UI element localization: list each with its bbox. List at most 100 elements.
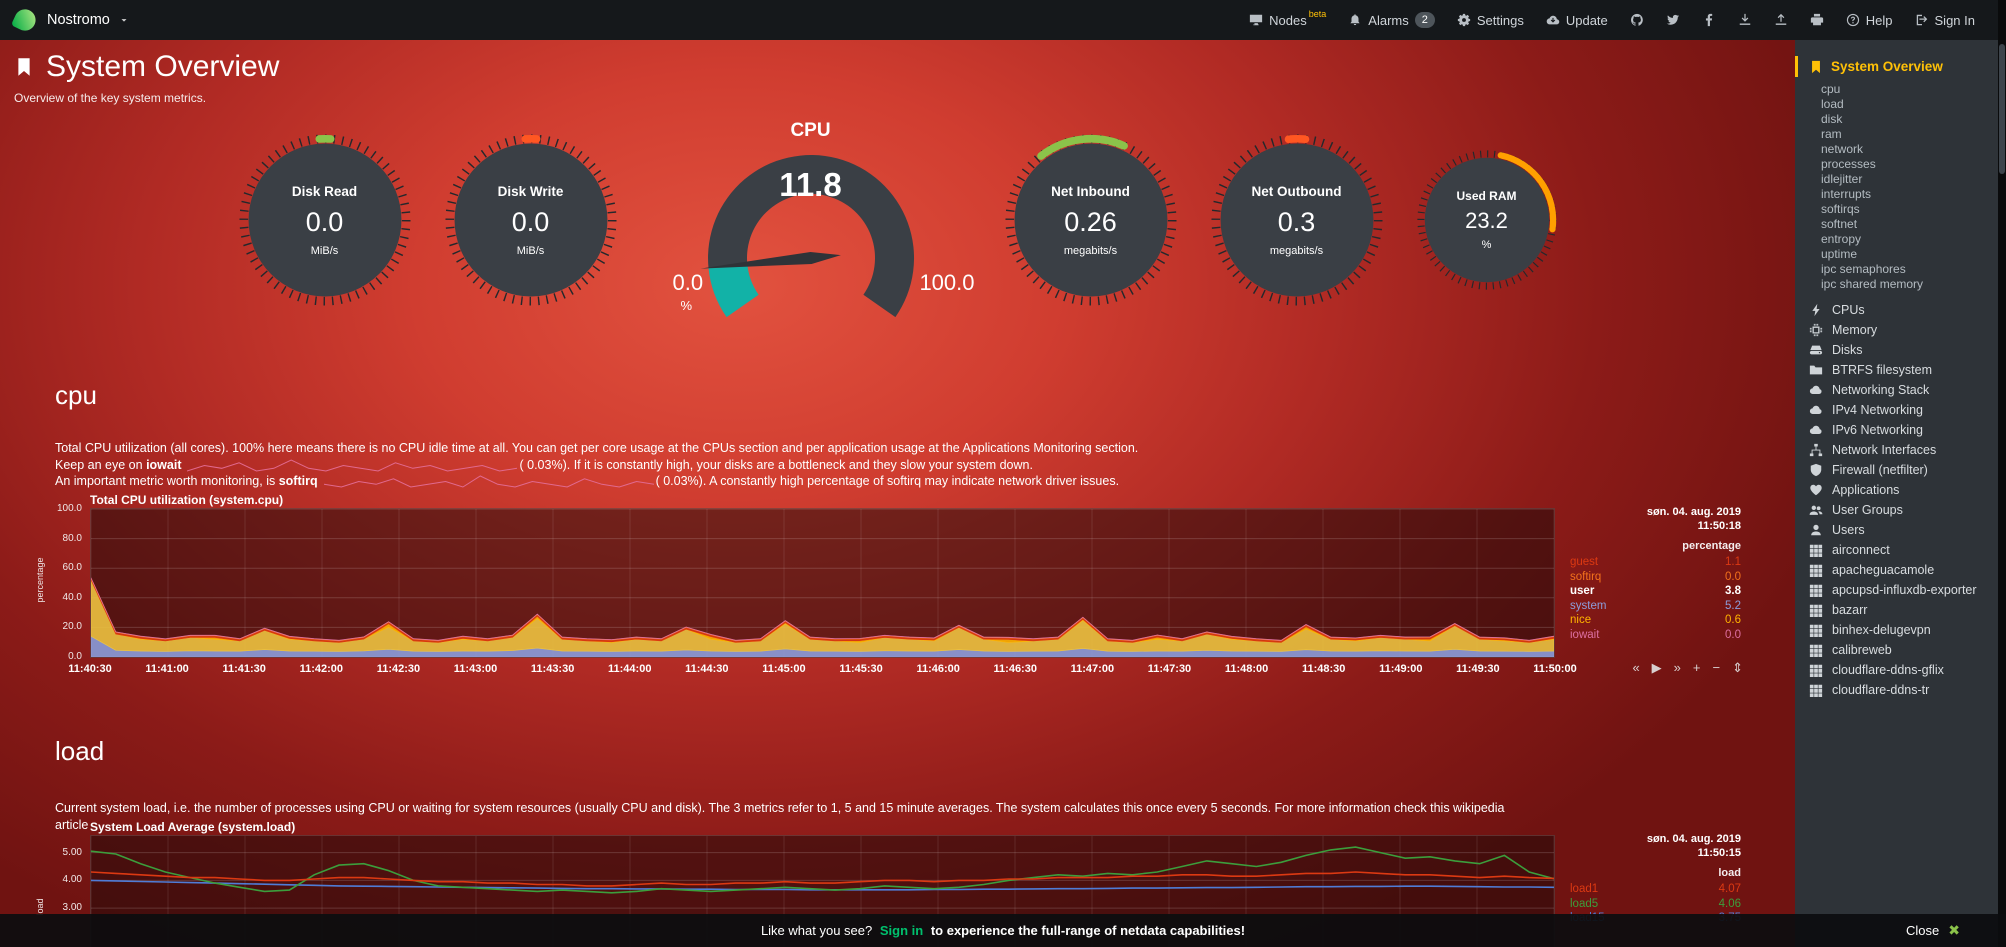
chart-toolbar-pan-backward[interactable]: « [1632, 660, 1640, 675]
legend-date: søn. 04. aug. 2019 [1646, 833, 1741, 845]
cpu-gauge-unit: % [680, 298, 693, 313]
footer-signin-link[interactable]: Sign in [879, 923, 924, 938]
gauge-used-ram[interactable]: Used RAM 23.2 % [1416, 150, 1557, 290]
chart-toolbar-zoom-out[interactable]: − [1712, 660, 1721, 675]
sidebar-subitem-network[interactable]: network [1821, 142, 1864, 156]
sidebar-item-ipv6-networking[interactable]: IPv6 Networking [1795, 420, 1998, 440]
sidebar-item-apcupsd-influxdb-exporter[interactable]: apcupsd-influxdb-exporter [1795, 580, 1998, 600]
gauge-cpu[interactable]: CPU 11.8 0.0 100.0 % [651, 120, 975, 320]
chart-toolbar-zoom-in[interactable]: + [1692, 660, 1701, 675]
x-tick: 11:47:30 [1147, 663, 1192, 675]
y-tick: 3.00 [62, 902, 82, 914]
sidebar-item-ipv4-networking[interactable]: IPv4 Networking [1795, 400, 1998, 420]
print-icon [1810, 13, 1824, 27]
navbar-item-twitter[interactable] [1655, 0, 1691, 40]
gauge-net-inbound[interactable]: Net Inbound 0.26 megabits/s [1004, 134, 1177, 306]
chart-toolbar-resize[interactable]: ⇕ [1732, 660, 1743, 675]
sidebar-item-disks[interactable]: Disks [1795, 340, 1998, 360]
github-icon [1630, 13, 1644, 27]
hdd-icon [1809, 343, 1823, 357]
legend-item-iowait[interactable]: iowait 0.0 [1570, 628, 1741, 641]
sidebar-item-users[interactable]: Users [1795, 520, 1998, 540]
scrollbar-thumb[interactable] [1999, 44, 2005, 174]
sidebar-item-memory[interactable]: Memory [1795, 320, 1998, 340]
navbar-item-load-snapshot[interactable] [1763, 0, 1799, 40]
sidebar-subitem-cpu[interactable]: cpu [1821, 82, 1841, 96]
sidebar-item-btrfs-filesystem[interactable]: BTRFS filesystem [1795, 360, 1998, 380]
sidebar-item-binhex-delugevpn[interactable]: binhex-delugevpn [1795, 620, 1998, 640]
navbar-item-nodes[interactable]: Nodes beta [1238, 0, 1337, 40]
x-tick: 11:45:30 [839, 663, 883, 675]
sidebar-subitem-softirqs[interactable]: softirqs [1821, 202, 1860, 216]
sidebar-item-bazarr[interactable]: bazarr [1795, 600, 1998, 620]
iowait-keyword: iowait [146, 457, 182, 472]
chart-toolbar-pan-forward[interactable]: » [1673, 660, 1681, 675]
sidebar-subitem-processes[interactable]: processes [1821, 157, 1876, 171]
node-selector[interactable]: Nostromo [12, 7, 129, 33]
scrollbar-track[interactable] [1998, 0, 2006, 947]
sidebar-subsections: cpu load disk ram network processes idlejitter… [1795, 77, 1998, 300]
navbar-item-sign-in[interactable]: Sign In [1904, 0, 1986, 40]
sidebar-item-system-overview[interactable]: System Overview [1795, 56, 1998, 77]
navbar-item-settings[interactable]: Settings [1446, 0, 1535, 40]
sidebar-item-calibreweb[interactable]: calibreweb [1795, 640, 1998, 660]
cpu-chart[interactable]: Total CPU utilization (system.cpu) perce… [35, 493, 1745, 693]
sidebar-item-cloudflare-ddns-tr[interactable]: cloudflare-ddns-tr [1795, 680, 1998, 700]
y-tick: 0.0 [68, 651, 82, 662]
load-description: Current system load, i.e. the number of … [55, 801, 1505, 832]
sidebar-subitem-ipc-shared-memory[interactable]: ipc shared memory [1821, 277, 1924, 291]
gauge-disk-read[interactable]: Disk Read 0.0 MiB/s [238, 134, 411, 306]
y-tick: 80.0 [62, 532, 82, 544]
legend-item-load1[interactable]: load1 4.07 [1570, 883, 1741, 895]
chart-toolbar-play[interactable]: ▶ [1651, 660, 1662, 675]
gauge-label: Net Inbound [1051, 183, 1130, 199]
sidebar-item-cloudflare-ddns-gflix[interactable]: cloudflare-ddns-gflix [1795, 660, 1998, 680]
navbar-item-help[interactable]: Help [1835, 0, 1904, 40]
sidebar-subitem-ipc-semaphores[interactable]: ipc semaphores [1821, 262, 1906, 276]
legend-item-user[interactable]: user 3.8 [1570, 585, 1741, 597]
sidebar-item-firewall-netfilter-[interactable]: Firewall (netfilter) [1795, 460, 1998, 480]
bell-icon [1348, 13, 1362, 27]
sidebar-subitem-ram[interactable]: ram [1821, 127, 1842, 141]
sidebar-subitem-entropy[interactable]: entropy [1821, 232, 1862, 246]
chart-plot-area[interactable] [90, 508, 1555, 658]
legend-item-nice[interactable]: nice 0.6 [1570, 614, 1741, 626]
sidebar-subitem-disk[interactable]: disk [1821, 112, 1843, 126]
sidebar-item-apacheguacamole[interactable]: apacheguacamole [1795, 560, 1998, 580]
sidebar-subitem-interrupts[interactable]: interrupts [1821, 187, 1872, 201]
legend-item-softirq[interactable]: softirq 0.0 [1570, 570, 1741, 583]
navbar-item-github[interactable] [1619, 0, 1655, 40]
sidebar-subitem-softnet[interactable]: softnet [1821, 217, 1858, 231]
legend-item-load5[interactable]: load5 4.06 [1570, 897, 1741, 910]
navbar-item-facebook[interactable] [1691, 0, 1727, 40]
sidebar-subitem-uptime[interactable]: uptime [1821, 247, 1858, 261]
sidebar-item-applications[interactable]: Applications [1795, 480, 1998, 500]
cpu-gauge-title: CPU [790, 120, 831, 141]
legend-item-system[interactable]: system 5.2 [1570, 599, 1741, 612]
cpu-desc-line3: An important metric worth monitoring, is… [55, 474, 1120, 488]
navbar-item-print[interactable] [1799, 0, 1835, 40]
footer-close-button[interactable]: Close ✖ [1906, 922, 1960, 938]
x-tick: 11:42:30 [376, 663, 421, 675]
desktop-icon [1249, 13, 1263, 27]
sidebar-item-cpus[interactable]: CPUs [1795, 300, 1998, 320]
y-tick: 20.0 [62, 621, 82, 633]
cloud-download-icon [1546, 13, 1560, 27]
sidebar-subitem-load[interactable]: load [1821, 97, 1844, 111]
chart-title: System Load Average (system.load) [90, 820, 296, 834]
legend-item-guest[interactable]: guest 1.1 [1570, 556, 1741, 568]
navbar-item-update[interactable]: Update [1535, 0, 1619, 40]
bookmark-icon [14, 56, 34, 78]
navbar-item-save-snapshot[interactable] [1727, 0, 1763, 40]
sidebar-subitem-idlejitter[interactable]: idlejitter [1821, 172, 1863, 186]
gauge-disk-write[interactable]: Disk Write 0.0 MiB/s [444, 134, 617, 306]
navbar-item-alarms[interactable]: Alarms 2 [1337, 0, 1446, 40]
sidebar-item-network-interfaces[interactable]: Network Interfaces [1795, 440, 1998, 460]
page-title: System Overview [14, 50, 279, 84]
facebook-icon [1702, 13, 1716, 27]
gauge-net-outbound[interactable]: Net Outbound 0.3 megabits/s [1210, 134, 1383, 306]
sidebar-item-networking-stack[interactable]: Networking Stack [1795, 380, 1998, 400]
sidebar-item-airconnect[interactable]: airconnect [1795, 540, 1998, 560]
iowait-sparkline [187, 459, 518, 472]
sidebar-item-user-groups[interactable]: User Groups [1795, 500, 1998, 520]
